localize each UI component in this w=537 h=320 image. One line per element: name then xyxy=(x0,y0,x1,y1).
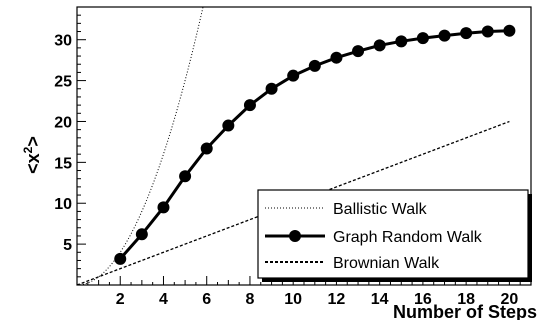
legend-shadow-bottom xyxy=(262,278,532,282)
data-point xyxy=(438,29,451,42)
x-tick-label: 8 xyxy=(245,291,254,308)
data-point xyxy=(157,201,170,214)
data-point xyxy=(114,252,127,265)
data-point xyxy=(416,32,429,45)
legend-label-brownian: Brownian Walk xyxy=(333,255,440,272)
data-point xyxy=(352,45,365,58)
data-point xyxy=(287,69,300,82)
legend-label-graph: Graph Random Walk xyxy=(333,229,483,246)
legend-shadow-right xyxy=(528,194,532,282)
series-line-ballistic xyxy=(77,7,204,285)
data-point xyxy=(481,25,494,38)
data-point xyxy=(373,39,386,52)
data-point xyxy=(222,119,235,132)
data-point xyxy=(330,51,343,64)
data-point xyxy=(395,35,408,48)
data-point xyxy=(135,228,148,241)
data-point xyxy=(460,27,473,40)
data-point xyxy=(503,24,516,37)
x-tick-label: 20 xyxy=(500,291,518,308)
x-tick-label: 10 xyxy=(284,291,302,308)
y-tick-label: 10 xyxy=(54,196,72,213)
legend-marker-graph xyxy=(289,230,301,242)
legend: Ballistic Walk Graph Random Walk Brownia… xyxy=(257,189,532,282)
x-axis-title: Number of Steps xyxy=(393,302,537,320)
tick-labels: 2 4 6 8 10 12 14 16 18 20 5 10 15 20 25 30 xyxy=(54,33,518,308)
legend-box xyxy=(257,189,529,279)
y-tick-label: 20 xyxy=(54,114,72,131)
y-tick-label: 5 xyxy=(63,237,72,254)
x-tick-label: 12 xyxy=(328,291,346,308)
data-point xyxy=(243,99,256,112)
data-point xyxy=(200,142,213,155)
data-point xyxy=(308,59,321,72)
data-point xyxy=(265,82,278,95)
legend-label-ballistic: Ballistic Walk xyxy=(333,201,428,218)
x-tick-label: 16 xyxy=(414,291,432,308)
data-point xyxy=(179,170,192,183)
x-tick-label: 14 xyxy=(371,291,389,308)
x-tick-label: 2 xyxy=(116,291,125,308)
y-tick-label: 25 xyxy=(54,74,72,91)
y-axis-title: <x2> xyxy=(21,136,43,174)
y-tick-label: 30 xyxy=(54,33,72,50)
x-tick-label: 18 xyxy=(457,291,475,308)
x-tick-label: 6 xyxy=(202,291,211,308)
x-tick-label: 4 xyxy=(159,291,168,308)
y-tick-label: 15 xyxy=(54,155,72,172)
